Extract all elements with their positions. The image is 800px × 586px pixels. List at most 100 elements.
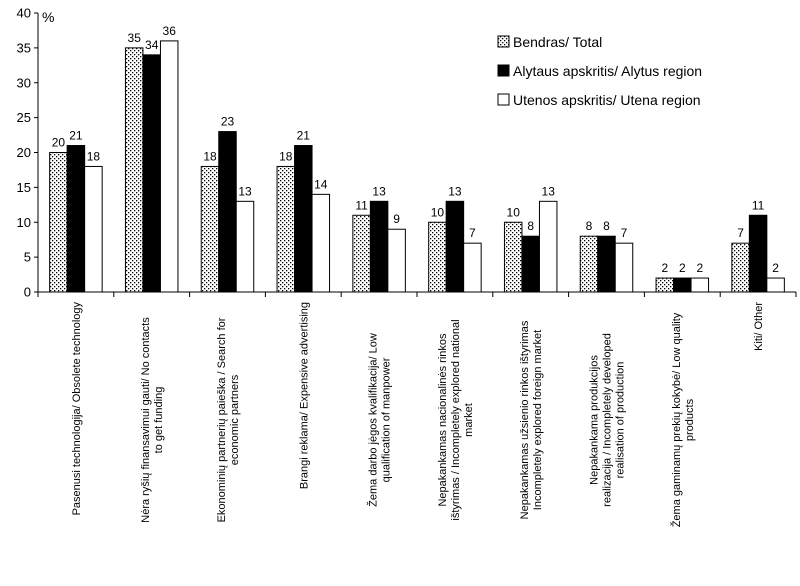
data-label: 34 — [145, 38, 159, 52]
data-label: 23 — [221, 115, 235, 129]
legend: Bendras/ Total Alytaus apskritis/ Alytus … — [497, 34, 702, 108]
data-label: 10 — [507, 205, 521, 219]
category-label: Nepakankamas užsienio rinkos ištyrimas In… — [519, 320, 544, 519]
legend-item: Utenos apskritis/ Utena region — [497, 92, 701, 108]
data-label: 2 — [772, 261, 779, 275]
data-label: 13 — [238, 184, 252, 198]
category-label: Brangi reklama/ Expensive advertising — [298, 302, 310, 489]
legend-swatch — [497, 35, 510, 48]
bar — [655, 277, 675, 293]
category-label-line: Ekonominių partnerių paieška / Search fo… — [216, 317, 228, 522]
category-label-line: Žema gaminamų prekių kokybė/ Low quality — [670, 312, 683, 527]
category-label-line: products — [684, 398, 696, 441]
data-label: 13 — [448, 184, 462, 198]
data-label: 20 — [52, 136, 66, 150]
data-label: 2 — [679, 261, 686, 275]
data-label: 8 — [527, 219, 534, 233]
category-label-line: Incompletely explored foreign market — [532, 330, 544, 510]
data-label: 9 — [393, 212, 400, 226]
y-tick-label: 30 — [17, 75, 31, 90]
category-label: Nepakankamas nacionalinės rinkos ištyrima… — [437, 319, 475, 520]
data-label: 21 — [69, 129, 83, 143]
legend-swatch — [497, 64, 510, 77]
y-tick-label: 25 — [17, 110, 31, 125]
bars — [49, 40, 785, 293]
bar — [690, 277, 710, 293]
category-label-line: qualification of manpower — [381, 357, 393, 482]
bar — [597, 235, 616, 293]
data-label: 18 — [279, 149, 293, 163]
bar — [387, 228, 406, 293]
bar — [159, 40, 179, 293]
data-label: 21 — [297, 129, 311, 143]
y-tick-label: 5 — [24, 250, 31, 265]
legend-item: Alytaus apskritis/ Alytus region — [497, 63, 702, 79]
category-label-line: Kiti/ Other — [753, 302, 765, 351]
bar — [235, 200, 255, 293]
bar — [142, 54, 161, 293]
bar — [276, 165, 296, 293]
category-label: Pasenusi technologija/ Obsolete technolo… — [71, 302, 83, 516]
category-label-line: Nepakankamas užsienio rinkos ištyrimas — [519, 320, 531, 519]
data-label: 13 — [372, 184, 386, 198]
data-label: 8 — [586, 219, 593, 233]
bar — [200, 165, 220, 293]
bar — [428, 221, 447, 293]
y-tick-label: 20 — [17, 145, 31, 160]
category-label-line: Nepakankama produkcijos — [589, 355, 601, 485]
data-label: 10 — [431, 205, 445, 219]
category-label: Nepakankama produkcijos realizacija / Inc… — [589, 333, 627, 507]
category-label-line: ištyrimas / Incompletely explored nation… — [450, 319, 462, 520]
legend-label: Bendras/ Total — [513, 34, 602, 50]
bar — [579, 235, 599, 293]
data-label: 36 — [163, 24, 177, 38]
data-label: 18 — [87, 149, 101, 163]
category-label: Žema darbo jėgos kvalifikacija/ Low quali… — [367, 333, 393, 507]
data-label: 7 — [737, 226, 744, 240]
y-tick-label: 10 — [17, 215, 31, 230]
bar — [766, 277, 785, 293]
category-label: Kiti/ Other — [753, 302, 765, 351]
bar — [352, 214, 371, 293]
bar — [673, 277, 692, 293]
bar — [748, 214, 768, 293]
bar — [538, 200, 558, 293]
category-label-line: economic partners — [229, 374, 241, 465]
bar — [84, 165, 103, 293]
bar — [445, 200, 465, 293]
bar — [49, 152, 68, 293]
bar — [66, 145, 86, 293]
legend-label: Alytaus apskritis/ Alytus region — [513, 63, 702, 79]
category-label-line: Pasenusi technologija/ Obsolete technolo… — [71, 302, 83, 516]
bar — [124, 47, 144, 293]
category-label-line: realisation of production — [615, 362, 627, 479]
data-label: 2 — [696, 261, 703, 275]
bar — [731, 242, 750, 293]
bar — [614, 242, 634, 293]
category-label-line: Nėra ryšių finansavimui gauti/ No contac… — [140, 317, 152, 523]
data-label: 7 — [621, 226, 628, 240]
category-label-line: to get funding — [153, 387, 165, 454]
bar — [369, 200, 389, 293]
category-label-line: market — [463, 403, 475, 437]
bar — [294, 145, 313, 293]
bar — [521, 235, 540, 293]
y-tick-label: 0 — [24, 285, 31, 300]
data-label: 8 — [603, 219, 610, 233]
data-label: 35 — [128, 31, 142, 45]
legend-item: Bendras/ Total — [497, 34, 602, 50]
data-label: 14 — [314, 177, 328, 191]
data-label: 2 — [661, 261, 668, 275]
data-label: 7 — [469, 226, 476, 240]
y-tick-label: 15 — [17, 180, 31, 195]
category-label-line: Nepakankamas nacionalinės rinkos — [437, 333, 449, 507]
y-axis-unit-label: % — [42, 9, 54, 25]
bar — [311, 193, 331, 293]
category-label: Ekonominių partnerių paieška / Search fo… — [216, 317, 241, 522]
bar — [463, 242, 482, 293]
data-label: 13 — [542, 184, 556, 198]
category-label-line: Žema darbo jėgos kvalifikacija/ Low — [367, 333, 380, 507]
